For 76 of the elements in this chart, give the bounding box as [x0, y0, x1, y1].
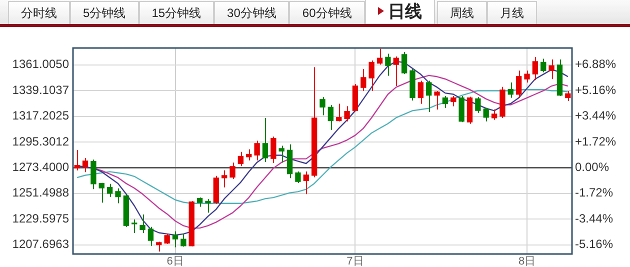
candlestick	[246, 148, 252, 161]
x-tick-label: 7日	[346, 256, 364, 267]
y2-tick-label: -3.44%	[575, 211, 614, 226]
candlestick	[344, 106, 350, 122]
candlestick	[320, 96, 326, 116]
candlestick	[483, 107, 489, 122]
y-tick-label: 1339.1037	[12, 82, 70, 97]
candlestick	[164, 233, 170, 244]
text: 60分钟线	[302, 4, 352, 22]
candlestick	[222, 170, 228, 188]
candlestick	[508, 82, 514, 98]
candlestick	[205, 198, 211, 214]
y-tick-label: 1251.4988	[12, 186, 70, 200]
y2-tick-label: +5.16%	[575, 82, 616, 97]
text: 15分钟线	[152, 4, 202, 22]
x-tick-label: 8日	[518, 256, 536, 267]
candlestick	[328, 104, 334, 130]
candlestick	[303, 170, 309, 195]
y-tick-label: 1207.6963	[12, 237, 70, 252]
candlestick	[376, 48, 383, 66]
y2-tick-label: +3.44%	[575, 108, 616, 123]
candlestick	[295, 170, 301, 184]
candlestick	[450, 96, 456, 107]
candlestick	[532, 56, 538, 81]
candlestick	[336, 103, 342, 122]
text: 分时线	[21, 4, 57, 22]
candlestick	[442, 96, 448, 108]
candlestick	[180, 233, 186, 248]
candlestick	[401, 51, 408, 75]
y2-tick-label: 0.00%	[575, 160, 610, 174]
candlestick	[196, 197, 203, 208]
candlestick	[516, 70, 522, 98]
candlestick	[548, 59, 554, 80]
y-tick-label: 1229.5975	[12, 211, 70, 226]
candlestick	[132, 218, 138, 234]
candlestick	[172, 230, 178, 248]
candlestick	[106, 183, 113, 198]
y2-tick-label: -1.72%	[575, 186, 614, 200]
candlestick	[426, 80, 432, 112]
y-tick-label: 1295.3012	[12, 134, 70, 148]
candlestick	[115, 188, 121, 204]
candlestick	[385, 53, 391, 76]
candlestick	[90, 159, 96, 190]
candlestick	[278, 145, 284, 164]
candlestick	[368, 60, 374, 92]
candlestick	[82, 157, 88, 173]
candlestick	[393, 56, 399, 86]
candlestick	[238, 151, 244, 167]
candlestick	[230, 162, 236, 180]
x-tick-label: 6日	[166, 256, 184, 267]
y-tick-label: 1361.0050	[12, 57, 70, 72]
candlestick	[262, 117, 268, 162]
candlestick	[270, 136, 276, 164]
text: 30分钟线	[227, 4, 276, 22]
candlestick	[491, 109, 498, 120]
y-tick-label: 1317.2025	[12, 108, 70, 123]
candlestick	[475, 96, 481, 114]
text: 月线	[500, 4, 524, 22]
candlestick	[254, 140, 260, 161]
y-tick-label: 1273.4000	[12, 160, 70, 174]
candlestick	[540, 58, 546, 73]
text: 5分钟线	[83, 4, 126, 22]
text: 周线	[450, 4, 474, 22]
candlestick	[360, 68, 366, 92]
candlestick	[148, 226, 154, 246]
candlestick	[565, 90, 571, 102]
candlestick	[74, 150, 80, 171]
candlestick	[140, 214, 146, 234]
candlestick	[524, 70, 530, 84]
y2-tick-label: -5.16%	[575, 237, 614, 252]
candlestick	[418, 80, 424, 104]
candlestick	[98, 182, 104, 204]
y2-tick-label: +6.88%	[575, 57, 616, 72]
candlestick	[434, 90, 440, 110]
text: 日线	[388, 0, 422, 22]
y2-tick-label: +1.72%	[575, 134, 616, 148]
